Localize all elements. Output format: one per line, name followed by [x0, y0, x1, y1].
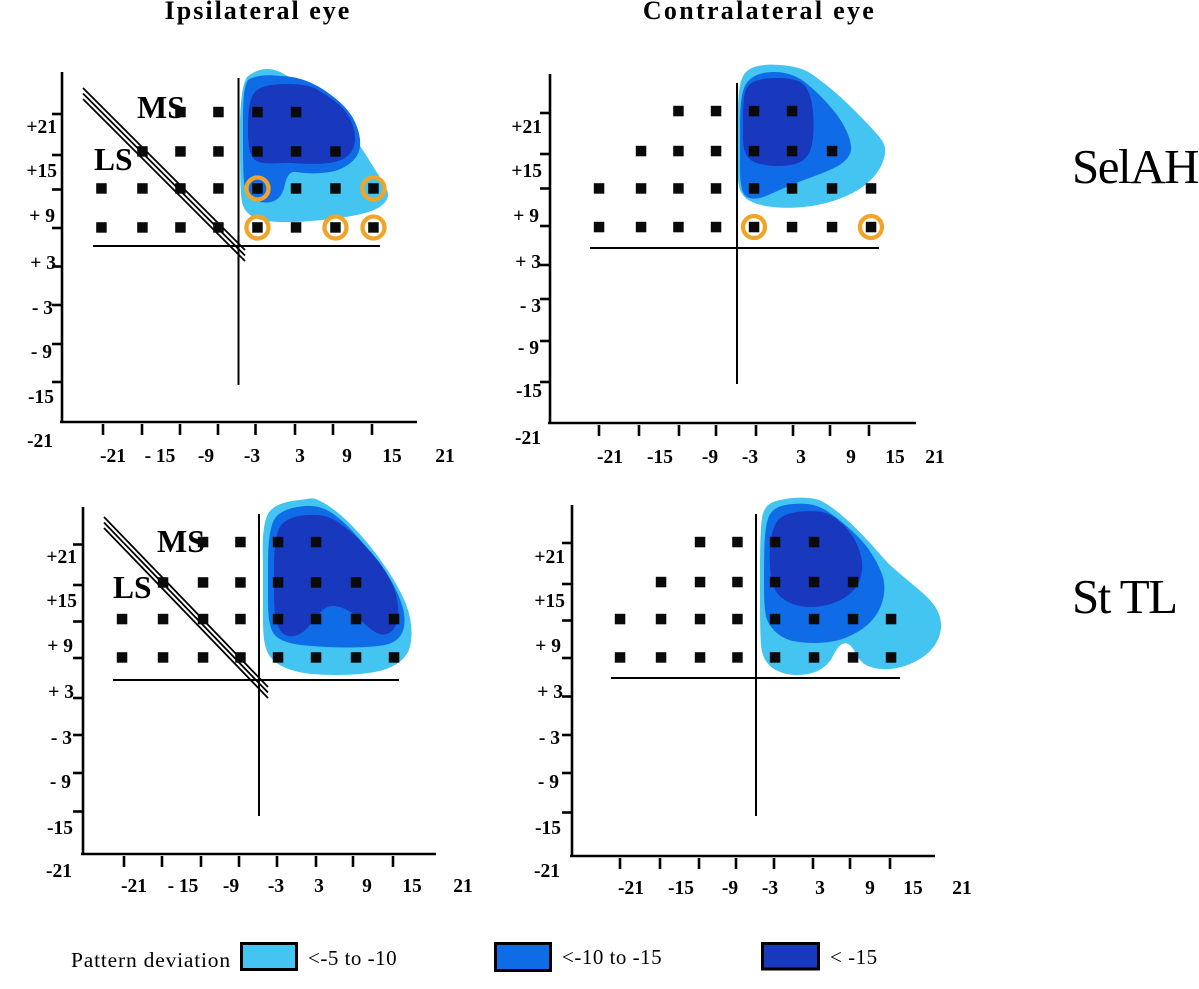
svg-text:+21: +21 [511, 117, 542, 138]
svg-text:+15: +15 [26, 161, 57, 182]
svg-text:15: 15 [382, 446, 402, 467]
svg-text:-21: -21 [515, 428, 541, 449]
svg-text:15: 15 [402, 876, 422, 897]
svg-text:-15: -15 [28, 387, 54, 408]
svg-text:+21: +21 [534, 547, 565, 568]
svg-text:- 9: - 9 [31, 342, 52, 363]
svg-text:<-10 to -15: <-10 to -15 [562, 945, 662, 969]
svg-text:-21: -21 [534, 861, 560, 882]
svg-text:LS: LS [113, 570, 152, 605]
svg-text:15: 15 [903, 878, 923, 899]
svg-text:-21: -21 [46, 861, 72, 882]
svg-text:- 15: - 15 [168, 876, 199, 897]
svg-text:St TL: St TL [1072, 569, 1177, 624]
svg-text:-9: -9 [702, 447, 718, 468]
svg-text:- 3: - 3 [539, 728, 560, 749]
svg-text:9: 9 [342, 446, 352, 467]
svg-text:- 9: - 9 [50, 772, 71, 793]
svg-text:+15: +15 [534, 591, 565, 612]
svg-text:-3: -3 [244, 446, 260, 467]
svg-text:+ 9: + 9 [47, 636, 73, 657]
svg-text:<-5 to -10: <-5 to -10 [308, 946, 397, 970]
svg-text:- 3: - 3 [51, 728, 72, 749]
svg-text:Pattern deviation: Pattern deviation [71, 948, 231, 972]
svg-text:Contralateral eye: Contralateral eye [643, 0, 876, 25]
svg-text:MS: MS [157, 523, 205, 559]
svg-text:+ 3: + 3 [30, 253, 56, 274]
svg-text:21: 21 [453, 876, 473, 897]
svg-text:< -15: < -15 [830, 945, 878, 969]
svg-text:-3: -3 [268, 876, 284, 897]
svg-text:-15: -15 [516, 381, 542, 402]
svg-text:-15: -15 [535, 818, 561, 839]
svg-text:- 9: - 9 [538, 772, 559, 793]
svg-text:-21: -21 [597, 447, 623, 468]
svg-text:3: 3 [796, 447, 806, 468]
svg-text:+21: +21 [26, 117, 57, 138]
svg-text:-15: -15 [668, 878, 694, 899]
svg-text:3: 3 [815, 878, 825, 899]
svg-text:+ 9: + 9 [29, 206, 55, 227]
svg-text:+21: +21 [46, 547, 77, 568]
svg-text:21: 21 [925, 447, 945, 468]
svg-text:3: 3 [314, 876, 324, 897]
svg-text:SelAH: SelAH [1072, 139, 1198, 194]
svg-text:15: 15 [885, 447, 905, 468]
svg-text:-3: -3 [762, 878, 778, 899]
svg-text:+15: +15 [46, 591, 77, 612]
svg-text:Ipsilateral eye: Ipsilateral eye [165, 0, 352, 25]
svg-text:- 15: - 15 [145, 446, 176, 467]
svg-text:-21: -21 [27, 431, 53, 452]
svg-text:-9: -9 [223, 876, 239, 897]
svg-text:21: 21 [435, 446, 455, 467]
svg-text:- 3: - 3 [32, 298, 53, 319]
svg-text:-21: -21 [100, 446, 126, 467]
svg-text:+ 3: + 3 [537, 682, 563, 703]
svg-text:+ 3: + 3 [48, 682, 74, 703]
svg-text:+15: +15 [511, 161, 542, 182]
svg-text:-21: -21 [618, 878, 644, 899]
svg-text:3: 3 [295, 446, 305, 467]
svg-text:LS: LS [94, 142, 133, 177]
svg-text:-3: -3 [742, 447, 758, 468]
svg-text:9: 9 [362, 876, 372, 897]
svg-text:-15: -15 [647, 447, 673, 468]
svg-text:- 3: - 3 [520, 296, 541, 317]
svg-text:+ 9: + 9 [513, 206, 539, 227]
svg-text:21: 21 [952, 878, 972, 899]
svg-text:9: 9 [846, 447, 856, 468]
svg-text:-21: -21 [121, 876, 147, 897]
svg-text:9: 9 [865, 878, 875, 899]
svg-text:- 9: - 9 [518, 338, 539, 359]
svg-text:-9: -9 [198, 446, 214, 467]
svg-text:+ 3: + 3 [515, 252, 541, 273]
svg-text:+ 9: + 9 [535, 636, 561, 657]
svg-text:-15: -15 [47, 818, 73, 839]
svg-text:-9: -9 [722, 878, 738, 899]
